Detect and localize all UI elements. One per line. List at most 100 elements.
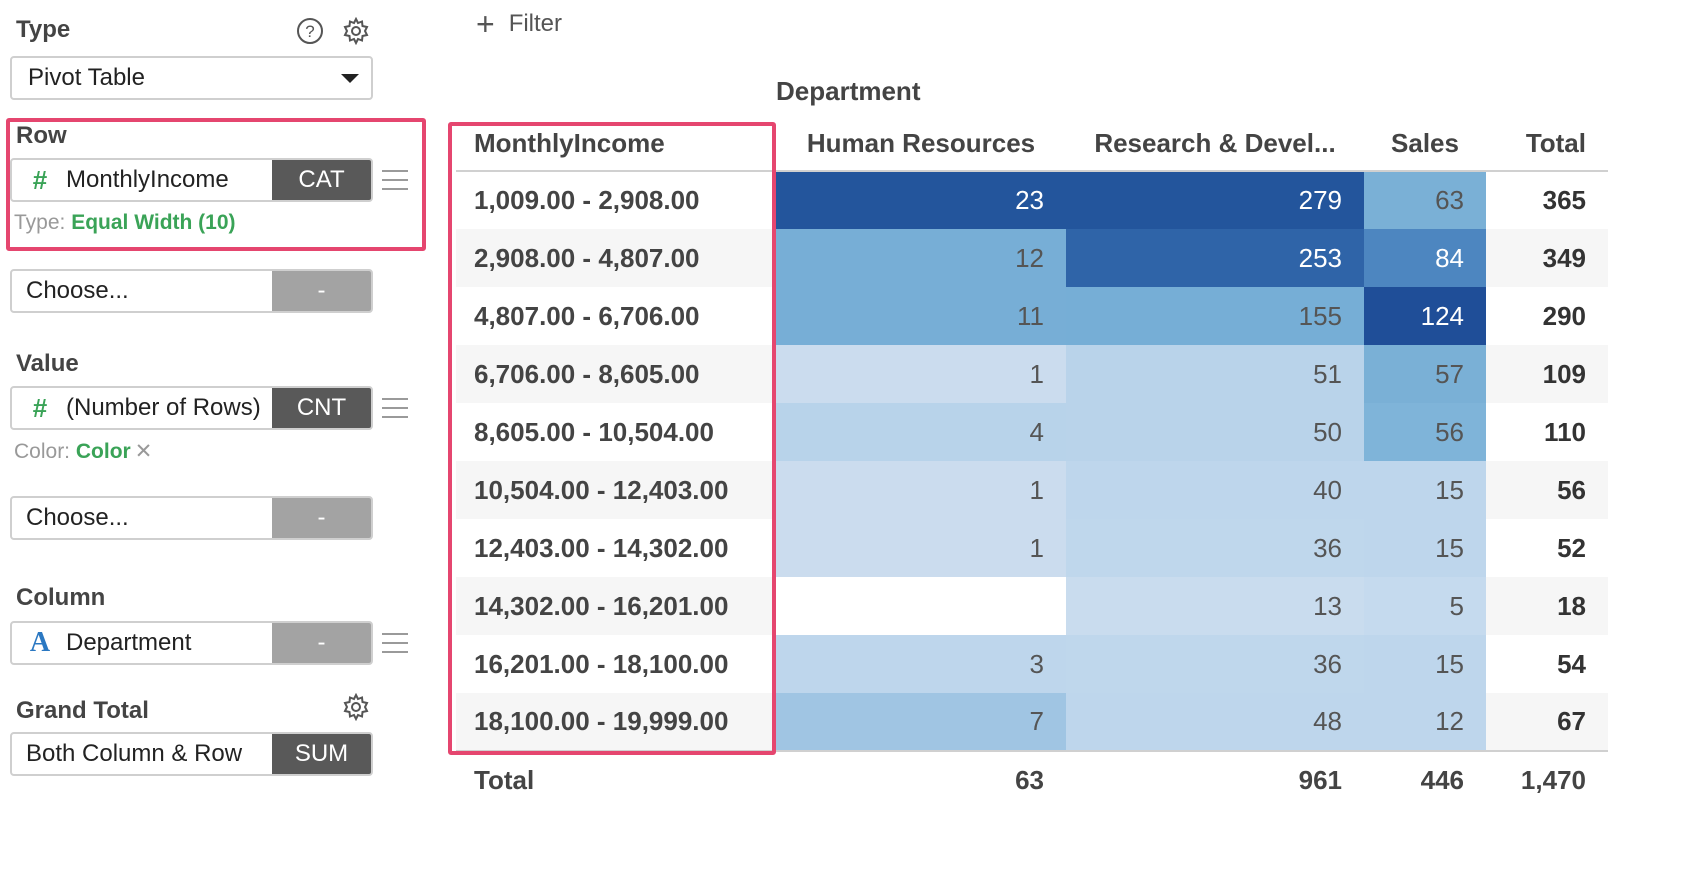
dropdown-arrow-icon <box>341 74 359 83</box>
chart-type-select[interactable]: Pivot Table <box>10 56 373 100</box>
row-label-cell: 8,605.00 - 10,504.00 <box>474 416 714 447</box>
row-label-cell: 14,302.00 - 16,201.00 <box>456 577 776 635</box>
remove-color-icon[interactable]: ✕ <box>134 440 153 463</box>
row-agg-button[interactable]: CAT <box>272 160 371 200</box>
pivot-table: MonthlyIncome Human Resources Research &… <box>456 117 1608 809</box>
value-cell[interactable]: 15 <box>1364 461 1486 519</box>
value-cell[interactable]: 13 <box>1066 577 1364 635</box>
value-agg-button[interactable]: CNT <box>272 388 371 428</box>
value-cell[interactable]: 40 <box>1066 461 1364 519</box>
column-header[interactable]: Research & Devel... <box>1066 117 1364 172</box>
column-group-label: Department <box>776 76 921 106</box>
value-cell[interactable]: 11 <box>776 287 1066 345</box>
row-choose-agg[interactable]: - <box>272 271 371 311</box>
value-cell[interactable]: 7 <box>776 693 1066 752</box>
value-field-name: (Number of Rows) <box>66 394 261 421</box>
value-cell[interactable]: 51 <box>1066 345 1364 403</box>
column-total-cell: 961 <box>1298 765 1342 795</box>
value-cell[interactable]: 36 <box>1066 635 1364 693</box>
value-cell[interactable]: 12 <box>776 229 1066 287</box>
value-cell[interactable]: 253 <box>1066 229 1364 287</box>
row-section-highlight <box>6 118 426 251</box>
column-header[interactable]: Sales <box>1364 117 1486 172</box>
row-label-cell: 18,100.00 - 19,999.00 <box>456 693 776 752</box>
row-label: Row <box>16 122 67 149</box>
value-choose-field[interactable]: Choose... - <box>10 496 373 540</box>
column-header[interactable]: Human Resources <box>776 117 1066 172</box>
value-cell[interactable]: 3 <box>776 635 1066 693</box>
value-cell[interactable]: 1 <box>776 519 1066 577</box>
row-total-cell: 109 <box>1486 345 1608 403</box>
value-cell[interactable]: 279 <box>1066 171 1364 229</box>
grand-total-agg-button[interactable]: SUM <box>272 734 371 774</box>
grand-total-field[interactable]: Both Column & Row SUM <box>10 732 373 776</box>
drag-handle-icon[interactable] <box>382 633 408 653</box>
value-field[interactable]: # (Number of Rows) CNT <box>10 386 373 430</box>
value-cell[interactable]: 57 <box>1364 345 1486 403</box>
row-total-cell: 365 <box>1542 185 1586 215</box>
grand-total-cell: 1,470 <box>1520 765 1586 795</box>
filter-label: Filter <box>508 10 563 37</box>
value-cell[interactable] <box>776 577 1066 635</box>
table-row: 2,908.00 - 4,807.00 12 253 84 349 <box>456 229 1608 287</box>
value-cell[interactable]: 155 <box>1066 287 1364 345</box>
value-cell[interactable]: 1 <box>776 461 1066 519</box>
number-type-icon: # <box>32 392 48 423</box>
value-cell[interactable]: 15 <box>1364 519 1486 577</box>
row-header[interactable]: MonthlyIncome <box>456 117 776 172</box>
row-type-prefix: Type: <box>14 211 66 234</box>
pivot-body: 1,009.00 - 2,908.00 23 279 63 365 2,908.00 - … <box>456 171 1608 809</box>
value-cell[interactable]: 1 <box>776 345 1066 403</box>
column-field-name: Department <box>66 629 192 656</box>
plus-icon: + <box>476 6 495 42</box>
drag-handle-icon[interactable] <box>382 170 408 190</box>
row-choose-field[interactable]: Choose... - <box>10 269 373 313</box>
gear-icon[interactable] <box>341 692 371 722</box>
value-cell[interactable]: 56 <box>1364 403 1486 461</box>
row-label-cell: 6,706.00 - 8,605.00 <box>456 345 776 403</box>
row-type-setting[interactable]: Type: Equal Width (10) <box>14 211 236 235</box>
column-field[interactable]: A Department - <box>10 621 373 665</box>
filter-button[interactable]: + Filter <box>476 8 562 40</box>
value-cell[interactable]: 5 <box>1364 577 1486 635</box>
column-agg-button[interactable]: - <box>272 623 371 663</box>
value-cell[interactable]: 63 <box>1364 171 1486 229</box>
table-row: 18,100.00 - 19,999.00 7 48 12 67 <box>456 693 1608 752</box>
value-cell[interactable]: 48 <box>1066 693 1364 752</box>
row-label-cell: 2,908.00 - 4,807.00 <box>456 229 776 287</box>
value-cell[interactable]: 4 <box>776 403 1066 461</box>
drag-handle-icon[interactable] <box>382 398 408 418</box>
svg-text:?: ? <box>305 22 314 41</box>
value-choose-agg[interactable]: - <box>272 498 371 538</box>
row-total-cell: 349 <box>1486 229 1608 287</box>
value-cell[interactable]: 36 <box>1066 519 1364 577</box>
number-type-icon: # <box>32 164 48 195</box>
table-row: 12,403.00 - 14,302.00 1 36 15 52 <box>456 519 1608 577</box>
value-color-setting[interactable]: Color: Color ✕ <box>14 439 152 464</box>
settings-panel: Type ? Pivot Table Row # MonthlyIncome CA… <box>0 0 426 884</box>
column-header[interactable]: Total <box>1486 117 1608 172</box>
help-icon[interactable]: ? <box>295 16 325 46</box>
table-row: 8,605.00 - 10,504.00 4 50 56 110 <box>456 403 1608 461</box>
row-label-cell: 16,201.00 - 18,100.00 <box>474 648 729 679</box>
value-color-value[interactable]: Color <box>75 440 131 463</box>
row-type-value[interactable]: Equal Width (10) <box>71 211 236 234</box>
total-label: Total <box>474 765 535 795</box>
value-cell[interactable]: 23 <box>776 171 1066 229</box>
table-row: 16,201.00 - 18,100.00 3 36 15 54 <box>456 635 1608 693</box>
row-label-cell: 1,009.00 - 2,908.00 <box>474 185 700 215</box>
value-cell[interactable]: 84 <box>1364 229 1486 287</box>
table-row: 4,807.00 - 6,706.00 11 155 124 290 <box>456 287 1608 345</box>
row-label-cell: 4,807.00 - 6,706.00 <box>474 300 700 331</box>
value-cell[interactable]: 124 <box>1364 287 1486 345</box>
value-cell[interactable]: 50 <box>1066 403 1364 461</box>
value-cell[interactable]: 15 <box>1364 635 1486 693</box>
value-cell[interactable]: 12 <box>1364 693 1486 752</box>
row-field-name: MonthlyIncome <box>66 166 229 193</box>
row-field[interactable]: # MonthlyIncome CAT <box>10 158 373 202</box>
row-total-cell: 290 <box>1542 300 1586 331</box>
column-total-cell: 446 <box>1420 765 1464 795</box>
gear-icon[interactable] <box>341 16 371 46</box>
row-total-cell: 110 <box>1544 416 1586 447</box>
chart-type-value: Pivot Table <box>28 64 145 91</box>
